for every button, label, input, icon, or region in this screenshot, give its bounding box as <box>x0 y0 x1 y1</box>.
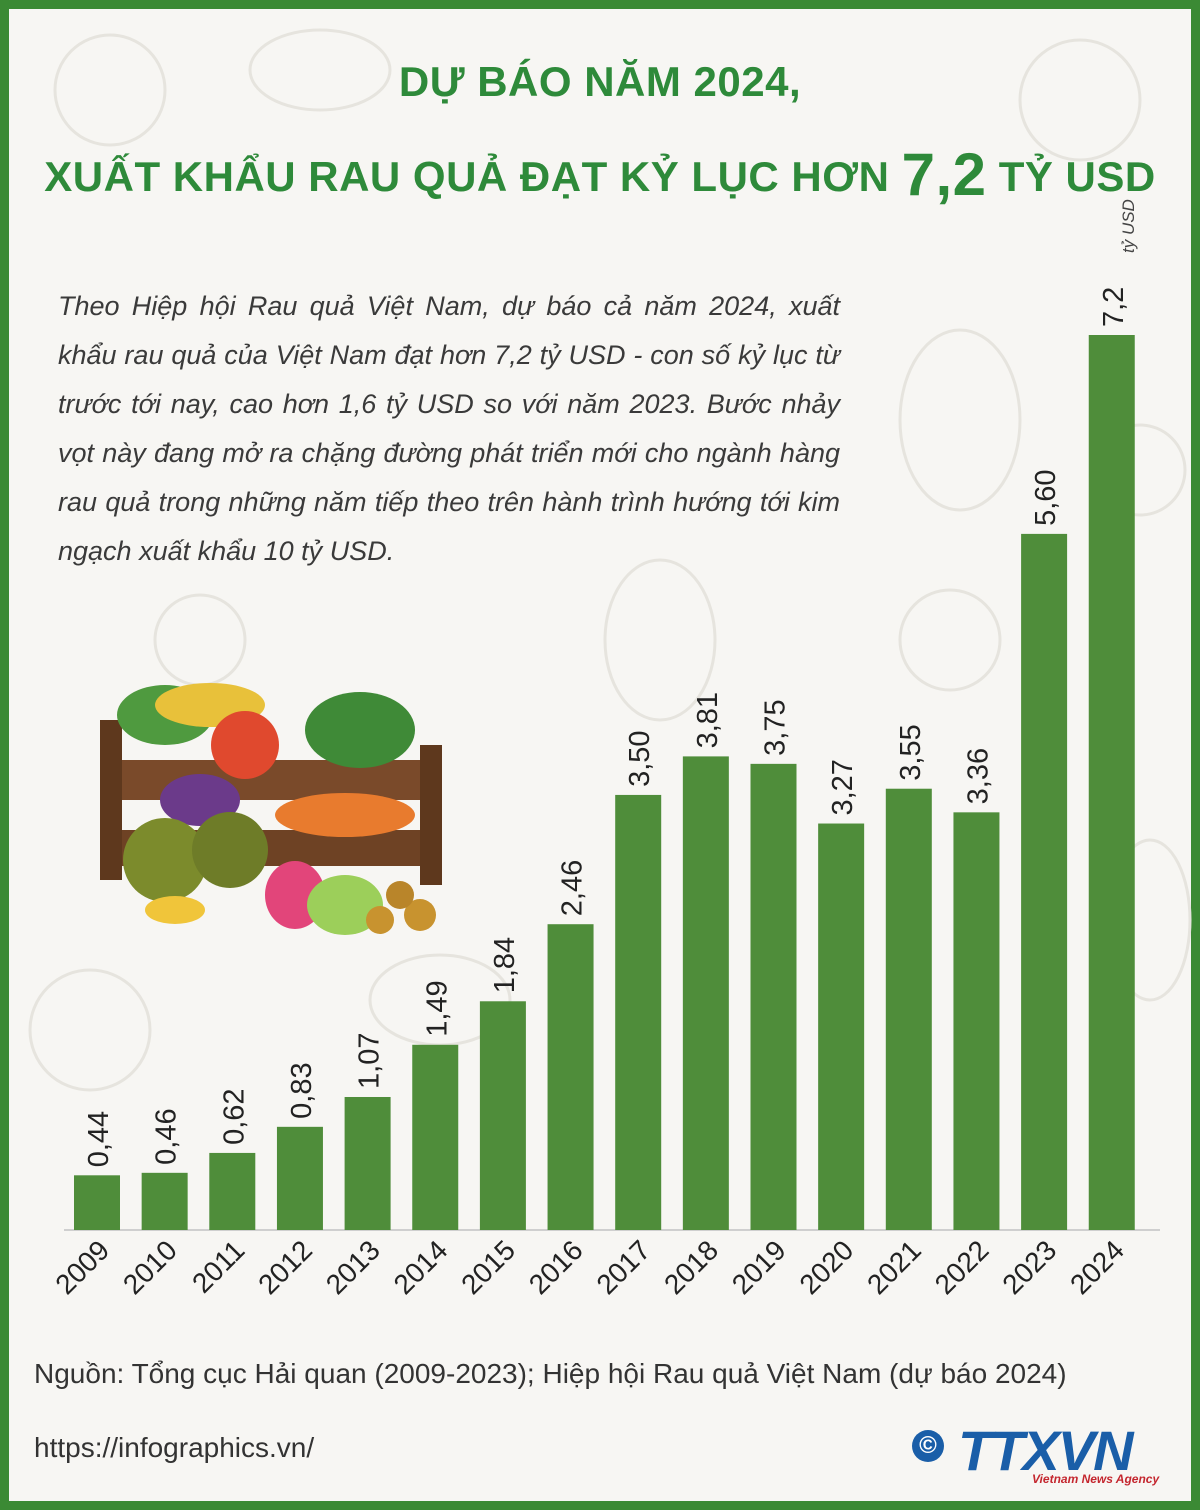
year-label-2020: 2020 <box>793 1234 859 1300</box>
year-label-2019: 2019 <box>726 1234 792 1300</box>
bar-2016 <box>547 924 594 1230</box>
value-label-2021: 3,55 <box>895 724 927 780</box>
copyright-icon: © <box>912 1430 944 1462</box>
year-label-2013: 2013 <box>320 1234 386 1300</box>
title-line-1: DỰ BÁO NĂM 2024, <box>398 58 802 105</box>
year-label-2011: 2011 <box>186 1234 251 1299</box>
guava-shape <box>307 875 383 935</box>
source-note: Nguồn: Tổng cục Hải quan (2009-2023); Hi… <box>34 1358 1067 1389</box>
bar-2009 <box>74 1175 120 1230</box>
year-label-2022: 2022 <box>929 1234 995 1300</box>
value-label-2016: 2,46 <box>557 860 589 916</box>
value-label-2023: 5,60 <box>1030 469 1062 525</box>
tomato-shape <box>211 711 279 779</box>
logo-subtitle: Vietnam News Agency <box>1032 1472 1160 1486</box>
bar-2020 <box>818 823 865 1230</box>
value-label-2017: 3,50 <box>624 730 656 786</box>
value-label-2009: 0,44 <box>83 1111 115 1167</box>
title-line-2-prefix: XUẤT KHẨU RAU QUẢ ĐẠT KỶ LỤC HƠN <box>44 153 890 200</box>
intro-paragraph: Theo Hiệp hội Rau quả Việt Nam, dự báo c… <box>58 291 840 566</box>
year-label-2023: 2023 <box>996 1234 1062 1300</box>
bar-2021 <box>885 788 932 1230</box>
value-label-2012: 0,83 <box>286 1062 318 1118</box>
crate-post <box>420 745 442 885</box>
bar-2012 <box>276 1126 323 1230</box>
title-highlight-number: 7,2 <box>901 141 987 208</box>
value-label-2024: 7,2 <box>1098 287 1130 327</box>
value-label-2011: 0,62 <box>218 1088 250 1144</box>
value-label-2015: 1,84 <box>489 937 521 993</box>
cabbage-shape <box>305 692 415 768</box>
value-label-2018: 3,81 <box>692 692 724 748</box>
durian-shape <box>192 812 268 888</box>
bar-2013 <box>344 1096 391 1230</box>
durian-shape <box>123 818 207 902</box>
bar-2010 <box>141 1172 188 1230</box>
value-label-2020: 3,27 <box>827 759 859 815</box>
longan-shape <box>386 881 414 909</box>
eggplant-shape <box>160 774 240 826</box>
title-line-2-suffix: TỶ USD <box>998 153 1156 200</box>
title-line-2: XUẤT KHẨU RAU QUẢ ĐẠT KỶ LỤC HƠN 7,2 TỶ … <box>0 140 1200 209</box>
year-label-2014: 2014 <box>388 1234 454 1300</box>
crate-post <box>100 720 122 880</box>
bar-2011 <box>209 1152 256 1230</box>
value-label-2022: 3,36 <box>962 748 994 804</box>
year-label-2015: 2015 <box>455 1234 521 1300</box>
year-label-2024: 2024 <box>1064 1234 1130 1300</box>
year-label-2018: 2018 <box>658 1234 724 1300</box>
year-label-2016: 2016 <box>523 1234 589 1300</box>
year-label-2017: 2017 <box>590 1234 656 1300</box>
bar-2022 <box>953 812 1000 1230</box>
bar-2018 <box>682 756 729 1230</box>
durian-flesh-shape <box>145 896 205 924</box>
bar-2019 <box>750 763 797 1230</box>
bar-2014 <box>412 1044 459 1230</box>
longan-shape <box>366 906 394 934</box>
longan-shape <box>404 899 436 931</box>
value-label-2013: 1,07 <box>354 1033 386 1089</box>
carrot-shape <box>275 793 415 837</box>
bar-2017 <box>615 794 662 1230</box>
bar-2024 <box>1088 335 1135 1230</box>
bar-2015 <box>479 1001 526 1230</box>
website-link[interactable]: https://infographics.vn/ <box>34 1432 315 1463</box>
value-label-2019: 3,75 <box>760 699 792 755</box>
ttxvn-logo: © TTXVN Vietnam News Agency <box>912 1419 1182 1490</box>
unit-note: tỷ USD <box>1119 199 1138 253</box>
value-label-2014: 1,49 <box>421 980 453 1036</box>
logo-wordmark: TTXVN <box>958 1419 1134 1482</box>
year-label-2021: 2021 <box>861 1234 927 1300</box>
value-label-2010: 0,46 <box>151 1108 183 1164</box>
year-label-2010: 2010 <box>117 1234 183 1300</box>
year-label-2012: 2012 <box>252 1234 318 1300</box>
bar-2023 <box>1021 533 1068 1230</box>
year-label-2009: 2009 <box>49 1234 115 1300</box>
